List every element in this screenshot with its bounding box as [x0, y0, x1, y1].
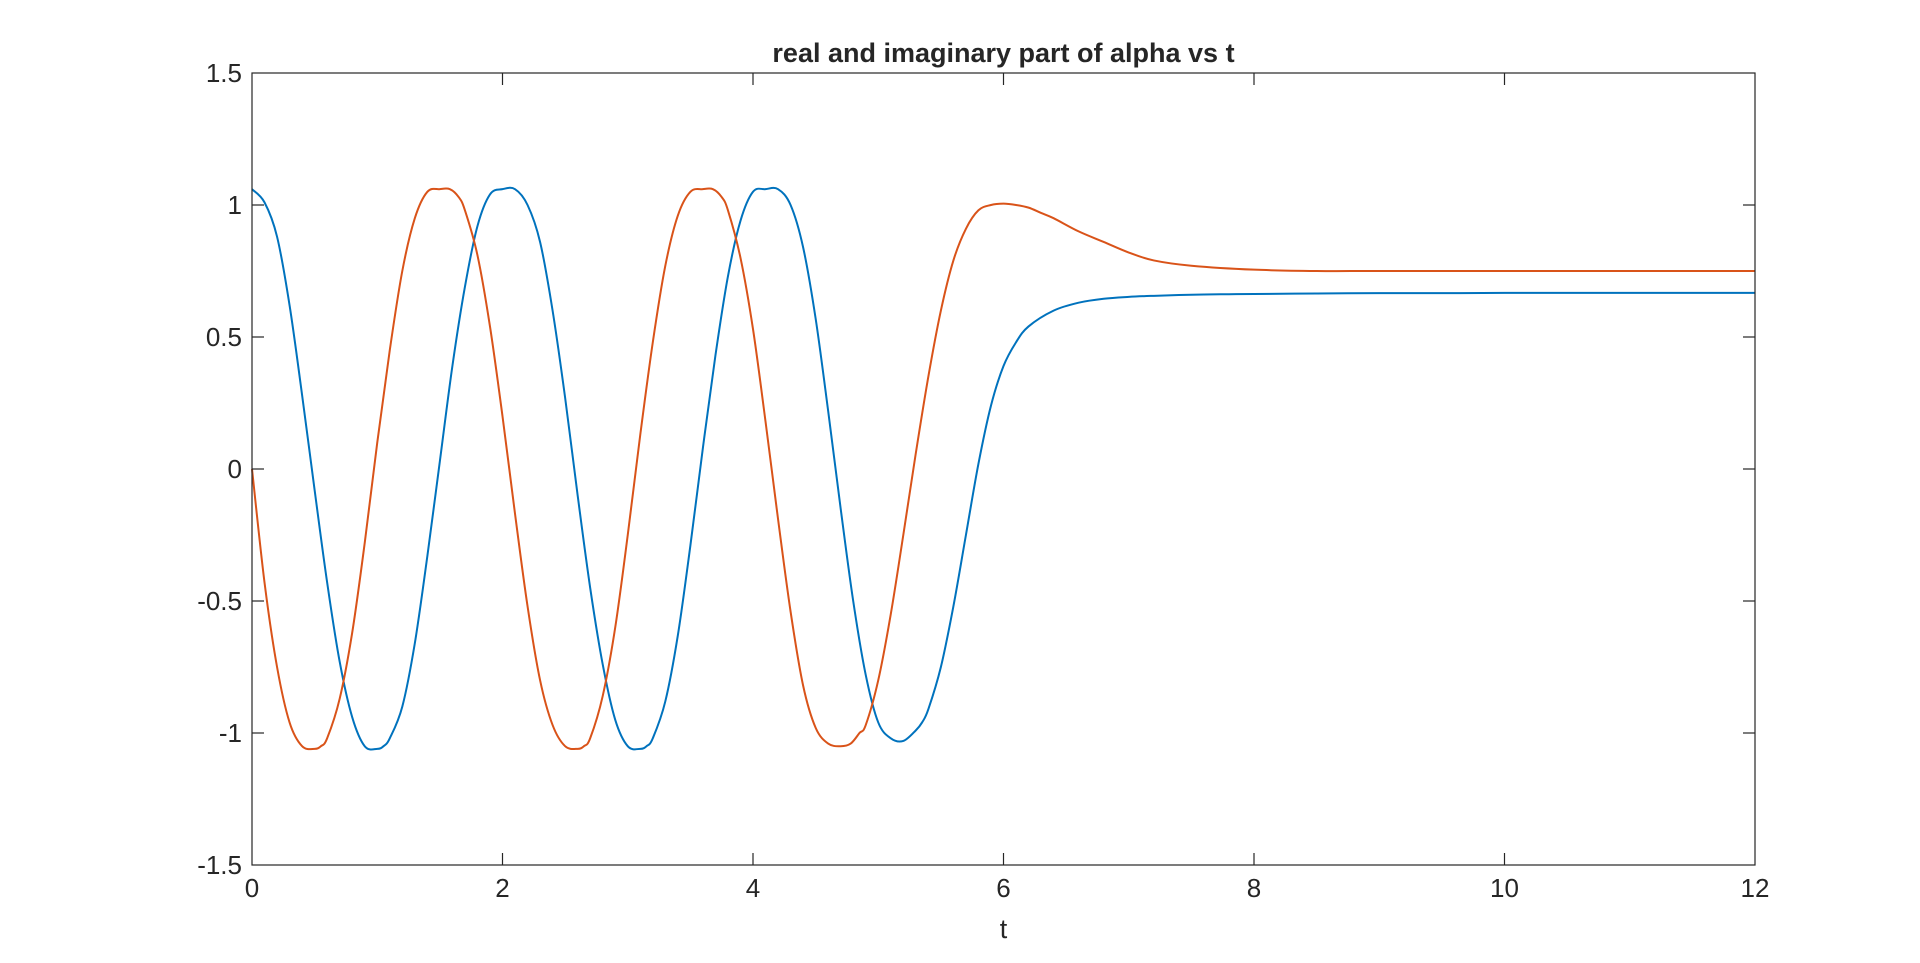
y-tick-label: 1.5 [206, 58, 242, 88]
y-tick-label: -1.5 [197, 850, 242, 880]
y-tick-label: 0 [228, 454, 242, 484]
y-tick-label: 1 [228, 190, 242, 220]
chart-title: real and imaginary part of alpha vs t [772, 38, 1234, 68]
plot-area [252, 73, 1755, 865]
x-tick-label: 12 [1741, 873, 1770, 903]
x-tick-label: 10 [1490, 873, 1519, 903]
x-tick-label: 8 [1247, 873, 1261, 903]
tick-layer: 0 2 4 6 8 10 12 -1.5 -1 -0.5 0 0.5 1 1.5 [197, 58, 1769, 903]
series-line-1 [251, 186, 1755, 751]
y-tick-label: -1 [219, 718, 242, 748]
x-tick-label: 6 [996, 873, 1010, 903]
y-tick-label: -0.5 [197, 586, 242, 616]
x-axis-label: t [1000, 914, 1008, 944]
x-tick-label: 2 [495, 873, 509, 903]
series-line-2 [251, 187, 1755, 751]
series-layer [251, 186, 1755, 751]
x-tick-label: 4 [746, 873, 760, 903]
x-tick-label: 0 [245, 873, 259, 903]
y-tick-label: 0.5 [206, 322, 242, 352]
